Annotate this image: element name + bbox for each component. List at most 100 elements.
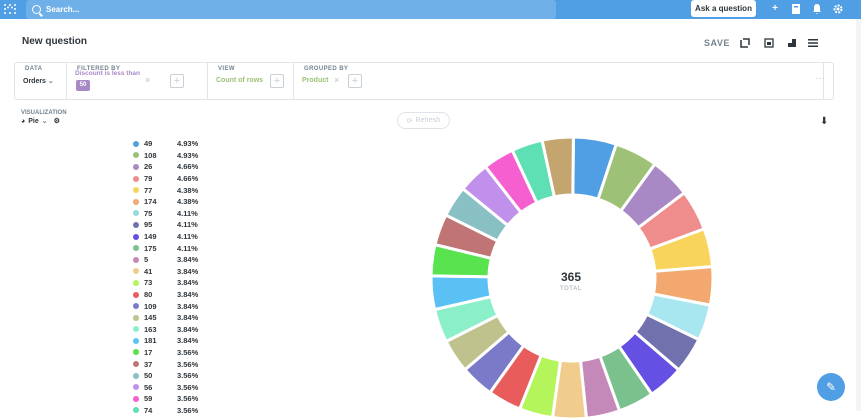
legend-percent: 4.66% — [177, 174, 199, 184]
legend-item[interactable]: 41 3.84% — [133, 266, 198, 278]
legend-item[interactable]: 145 3.84% — [133, 312, 198, 324]
legend-swatch — [133, 152, 139, 159]
legend-item[interactable]: 74 3.56% — [133, 405, 198, 417]
data-section[interactable]: DATA Orders ⌄ — [15, 63, 67, 99]
viz-type-value: Pie — [28, 117, 39, 125]
ask-question-button[interactable]: Ask a question — [691, 0, 756, 17]
add-breakout-button[interactable]: + — [348, 74, 362, 88]
data-source-select[interactable]: Orders ⌄ — [23, 77, 54, 85]
legend-percent: 3.84% — [177, 278, 199, 288]
download-icon[interactable]: ⬇ — [820, 116, 829, 127]
legend-item[interactable]: 26 4.66% — [133, 161, 198, 173]
legend-percent: 3.56% — [177, 359, 199, 369]
legend-percent: 3.56% — [177, 371, 199, 381]
legend-label: 145 — [144, 313, 157, 323]
legend-swatch — [133, 395, 139, 402]
legend-swatch — [133, 256, 139, 263]
bookmark-icon[interactable] — [787, 38, 797, 48]
legend-item[interactable]: 80 3.84% — [133, 289, 198, 301]
pie-slice[interactable] — [540, 136, 575, 199]
legend-percent: 3.56% — [177, 405, 199, 415]
legend-swatch — [133, 198, 139, 205]
legend-item[interactable]: 59 3.56% — [133, 393, 198, 405]
view-aggregation[interactable]: Count of rows — [216, 77, 264, 84]
alert-icon[interactable] — [764, 38, 774, 48]
add-filter-button[interactable]: + — [170, 74, 184, 88]
legend-percent: 4.11% — [177, 243, 198, 253]
legend-item[interactable]: 17 3.56% — [133, 347, 198, 359]
legend-swatch — [133, 407, 139, 414]
legend-swatch — [133, 314, 139, 321]
legend-item[interactable]: 50 3.56% — [133, 370, 198, 382]
legend-swatch — [133, 291, 139, 298]
compass-icon[interactable]: ✎ — [817, 373, 845, 401]
more-options-icon[interactable]: ··· — [815, 73, 825, 84]
legend-item[interactable]: 79 4.66% — [133, 173, 198, 185]
legend-item[interactable]: 163 3.84% — [133, 324, 198, 336]
legend-item[interactable]: 174 4.38% — [133, 196, 198, 208]
legend-percent: 4.11% — [177, 232, 198, 242]
legend-percent: 3.84% — [177, 290, 199, 300]
legend-percent: 3.84% — [177, 313, 199, 323]
legend-item[interactable]: 108 4.93% — [133, 150, 198, 162]
remove-filter-icon[interactable]: × — [145, 75, 151, 85]
legend-label: 75 — [144, 208, 153, 218]
data-label: DATA — [25, 66, 43, 72]
search-icon — [32, 5, 41, 14]
filter-value-badge[interactable]: 50 — [76, 80, 90, 91]
legend-swatch — [133, 210, 139, 217]
search-input[interactable]: Search... — [26, 0, 556, 19]
dashboard-icon[interactable] — [790, 3, 802, 15]
legend-percent: 4.38% — [177, 197, 199, 207]
legend-item[interactable]: 109 3.84% — [133, 300, 198, 312]
metabase-logo-icon[interactable] — [3, 3, 17, 15]
chevron-down-icon: ⌄ — [41, 118, 48, 125]
legend-swatch — [133, 303, 139, 310]
gear-icon[interactable] — [832, 3, 844, 15]
legend-label: 108 — [144, 150, 157, 160]
legend-label: 49 — [144, 139, 153, 149]
legend-percent: 3.84% — [177, 255, 199, 265]
visualization-select[interactable]: ◕ Pie ⌄ ⚙ — [21, 117, 60, 126]
legend-item[interactable]: 77 4.38% — [133, 184, 198, 196]
legend-swatch — [133, 384, 139, 391]
pie-chart — [429, 136, 715, 420]
legend-item[interactable]: 73 3.84% — [133, 277, 198, 289]
legend-item[interactable]: 37 3.56% — [133, 358, 198, 370]
bell-icon[interactable] — [811, 3, 823, 15]
legend-label: 80 — [144, 290, 153, 300]
legend-swatch — [133, 279, 139, 286]
legend-label: 73 — [144, 278, 153, 288]
legend-swatch — [133, 349, 139, 356]
gear-icon[interactable]: ⚙ — [53, 118, 60, 125]
legend-item[interactable]: 75 4.11% — [133, 208, 198, 220]
legend-item[interactable]: 175 4.11% — [133, 242, 198, 254]
legend-swatch — [133, 245, 139, 252]
chart-total-value: 365 — [560, 270, 582, 284]
legend-swatch — [133, 337, 139, 344]
plus-icon[interactable]: + — [772, 3, 778, 14]
add-to-dashboard-icon[interactable] — [740, 38, 750, 48]
save-button[interactable]: SAVE — [704, 38, 730, 48]
pie-chart-icon: ◕ — [21, 117, 26, 125]
legend-item[interactable]: 181 3.84% — [133, 335, 198, 347]
legend-label: 5 — [144, 255, 149, 265]
legend-item[interactable]: 56 3.56% — [133, 381, 198, 393]
legend-item[interactable]: 95 4.11% — [133, 219, 198, 231]
add-aggregation-button[interactable]: + — [270, 74, 284, 88]
remove-breakout-icon[interactable]: × — [334, 75, 340, 85]
visualization-label: VISUALIZATION — [21, 110, 67, 116]
legend-label: 41 — [144, 266, 153, 276]
legend-percent: 4.38% — [177, 185, 199, 195]
legend-item[interactable]: 149 4.11% — [133, 231, 198, 243]
legend-label: 56 — [144, 382, 153, 392]
grouped-by-value[interactable]: Product — [302, 77, 329, 84]
legend-swatch — [133, 187, 139, 194]
menu-icon[interactable] — [808, 38, 818, 48]
refresh-button[interactable]: ⟳ Refresh — [397, 112, 450, 129]
legend-item[interactable]: 49 4.93% — [133, 138, 198, 150]
question-header: New question SAVE — [22, 36, 821, 52]
filter-text[interactable]: Discount is less than — [75, 70, 141, 77]
scrollbar[interactable] — [856, 19, 861, 411]
legend-item[interactable]: 5 3.84% — [133, 254, 198, 266]
